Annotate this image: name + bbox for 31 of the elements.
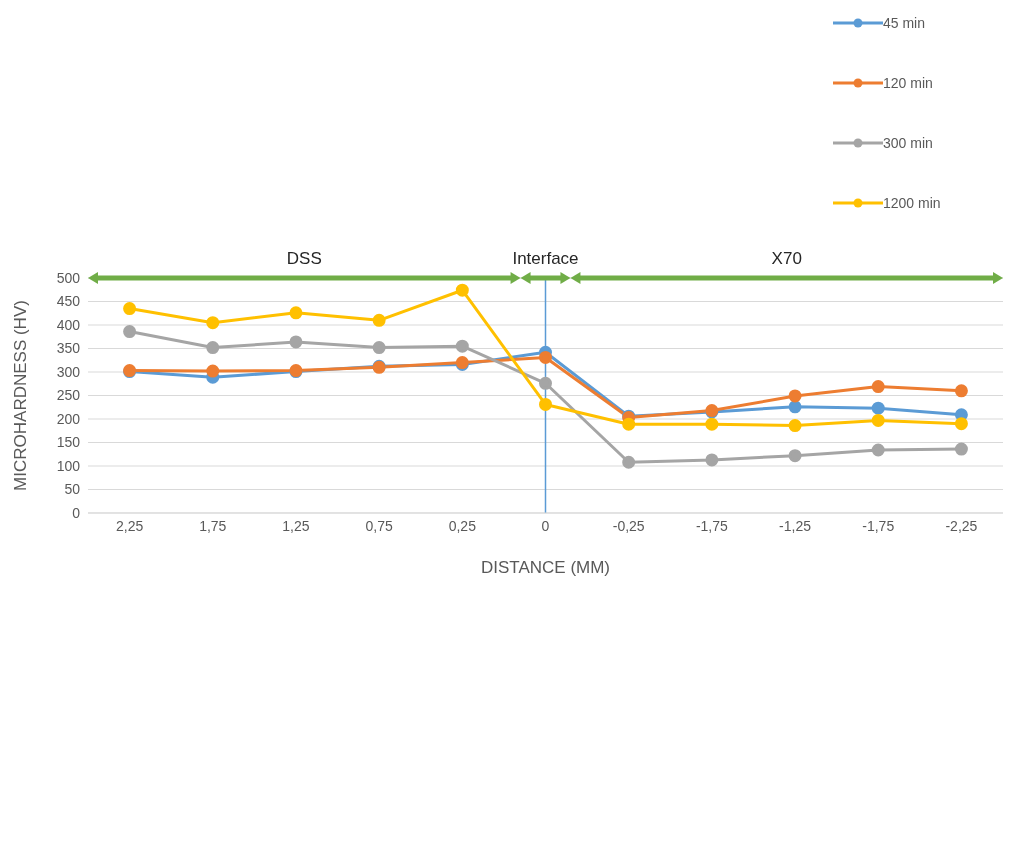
x-tick-label: -1,75 — [862, 517, 895, 534]
text: Interface — [512, 249, 579, 268]
text: DSS — [286, 249, 322, 268]
y-tick-label: 500 — [56, 269, 81, 286]
y-tick-label: 200 — [56, 410, 81, 427]
y-tick-label: 250 — [56, 387, 81, 404]
y-axis-title: MICROHARDNESS (HV) — [11, 300, 31, 491]
x-tick-label: -2,25 — [945, 517, 978, 534]
y-tick-label: 100 — [56, 457, 81, 474]
x-tick-label: 0 — [541, 517, 550, 534]
legend-label: 120 min — [883, 75, 933, 91]
y-tick-label: 350 — [56, 340, 81, 357]
x-axis-title: DISTANCE (MM) — [480, 558, 611, 577]
legend-label: 1200 min — [883, 195, 941, 211]
y-tick-label: 50 — [64, 481, 81, 498]
x-tick-label: 2,25 — [115, 517, 144, 534]
text: X70 — [771, 249, 802, 268]
x-tick-label: -1,25 — [779, 517, 812, 534]
x-tick-label: 0,25 — [448, 517, 477, 534]
x-tick-label: -0,25 — [612, 517, 645, 534]
y-tick-label: 400 — [56, 316, 81, 333]
x-tick-label: -1,75 — [695, 517, 729, 534]
legend-label: 300 min — [883, 135, 933, 151]
x-tick-label: 1,75 — [199, 517, 227, 534]
y-tick-label: 0 — [72, 504, 81, 521]
x-tick-label: 1,25 — [282, 517, 310, 534]
y-tick-label: 300 — [56, 363, 81, 380]
x-tick-label: 0,75 — [365, 517, 393, 534]
y-tick-label: 450 — [56, 293, 81, 310]
legend-label: 45 min — [883, 15, 926, 31]
y-tick-label: 150 — [56, 434, 81, 451]
